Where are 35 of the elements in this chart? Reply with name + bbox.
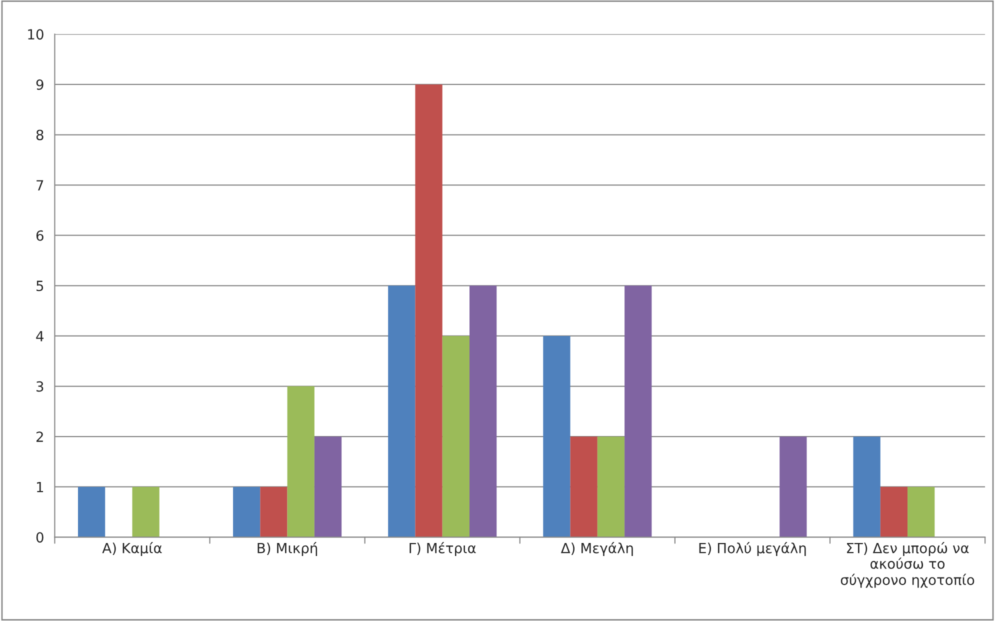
bar	[233, 486, 260, 538]
bar	[314, 436, 342, 538]
bar	[780, 436, 807, 538]
y-tick-label: 7	[36, 180, 44, 190]
bar	[597, 436, 625, 538]
bar	[415, 84, 442, 538]
x-tick-label: ΣΤ) Δεν μπορώ να ακούσω το σύγχρονο ηχοτοπίο	[840, 542, 974, 588]
y-tick-label: 6	[36, 230, 44, 241]
bar	[388, 286, 416, 538]
bar	[543, 336, 570, 538]
bar	[132, 486, 160, 538]
y-tick-label: 10	[28, 29, 44, 40]
bar	[570, 436, 598, 538]
x-tick-label: Β) Μικρή	[258, 542, 318, 556]
bar	[853, 436, 880, 538]
x-tick-label: Α) Καμία	[102, 542, 162, 556]
bar	[880, 486, 908, 538]
bar	[908, 486, 935, 538]
y-tick-label: 3	[36, 381, 44, 392]
x-tick-label: Γ) Μέτρια	[410, 542, 476, 556]
y-tick-label: 1	[36, 482, 44, 492]
y-tick-label: 5	[36, 280, 44, 292]
bar	[624, 286, 652, 538]
y-tick-label: 8	[36, 130, 44, 140]
y-tick-label: 2	[36, 432, 43, 442]
bar	[287, 386, 314, 538]
y-tick-label: 4	[36, 331, 44, 342]
y-tick-label: 9	[36, 79, 44, 90]
y-tick-label: 0	[36, 532, 44, 543]
bar	[442, 336, 470, 538]
x-tick-label: Ε) Πολύ μεγάλη	[699, 542, 806, 556]
bar	[260, 486, 288, 538]
bar	[78, 486, 106, 538]
x-tick-label: Δ) Μεγάλη	[560, 542, 633, 556]
bar	[469, 286, 497, 538]
